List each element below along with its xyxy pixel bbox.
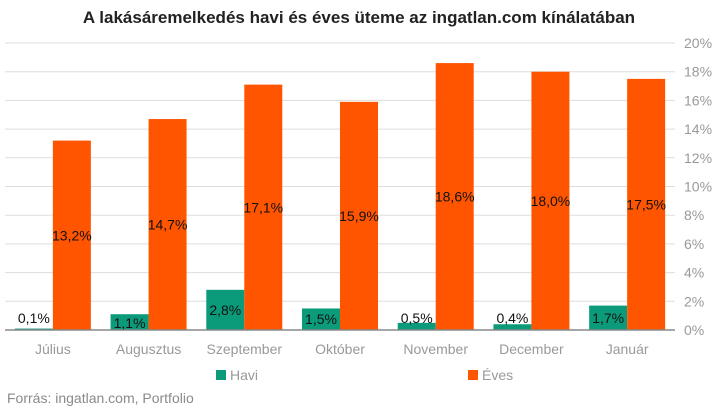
legend-swatch-havi [216, 370, 226, 380]
y-tick-label: 14% [684, 121, 712, 137]
y-tick-label: 6% [684, 236, 704, 252]
x-tick-label: December [499, 341, 564, 357]
bar-havi [302, 308, 340, 330]
source-note: Forrás: ingatlan.com, Portfolio [7, 390, 194, 406]
data-label: 0,4% [496, 310, 528, 326]
bar-éves [627, 78, 666, 330]
y-tick-label: 12% [684, 150, 712, 166]
bar-havi [397, 322, 436, 330]
y-tick-label: 16% [684, 92, 712, 108]
bar-éves [148, 119, 187, 331]
legend-label: Éves [482, 367, 513, 383]
bar-éves [435, 63, 474, 331]
data-label: 14,7% [148, 217, 188, 233]
x-tick-label: Augusztus [116, 341, 181, 357]
bar-éves [244, 84, 283, 331]
legend-swatch-éves [468, 370, 478, 380]
y-tick-label: 2% [684, 293, 704, 309]
bar-éves [531, 71, 570, 330]
data-label: 17,5% [626, 196, 666, 212]
data-label: 18,6% [435, 189, 475, 205]
bar-havi [206, 289, 245, 330]
x-tick-label: Október [315, 341, 365, 357]
bar-havi [493, 324, 532, 330]
data-label: 1,1% [114, 315, 146, 331]
y-tick-label: 8% [684, 207, 704, 223]
data-label: 0,1% [18, 310, 50, 326]
x-tick-label: Július [35, 341, 71, 357]
x-tick-label: Január [606, 341, 649, 357]
data-label: 13,2% [52, 227, 92, 243]
y-tick-label: 10% [684, 179, 712, 195]
data-label: 1,5% [305, 311, 337, 327]
x-tick-label: Szeptember [207, 341, 283, 357]
y-tick-label: 0% [684, 322, 704, 338]
data-label: 18,0% [531, 193, 571, 209]
data-label: 1,7% [592, 310, 624, 326]
data-label: 15,9% [339, 208, 379, 224]
bar-havi [589, 305, 628, 330]
x-tick-label: November [403, 341, 468, 357]
bar-éves [340, 101, 378, 331]
chart-title: A lakásáremelkedés havi és éves üteme az… [82, 8, 636, 27]
bar-éves [52, 140, 91, 330]
y-tick-label: 4% [684, 265, 704, 281]
y-tick-label: 20% [684, 35, 712, 51]
data-label: 17,1% [243, 199, 283, 215]
data-label: 0,5% [401, 310, 433, 326]
y-tick-label: 18% [684, 64, 712, 80]
legend-label: Havi [230, 367, 258, 383]
data-label: 2,8% [209, 302, 241, 318]
bar-havi [110, 314, 149, 330]
